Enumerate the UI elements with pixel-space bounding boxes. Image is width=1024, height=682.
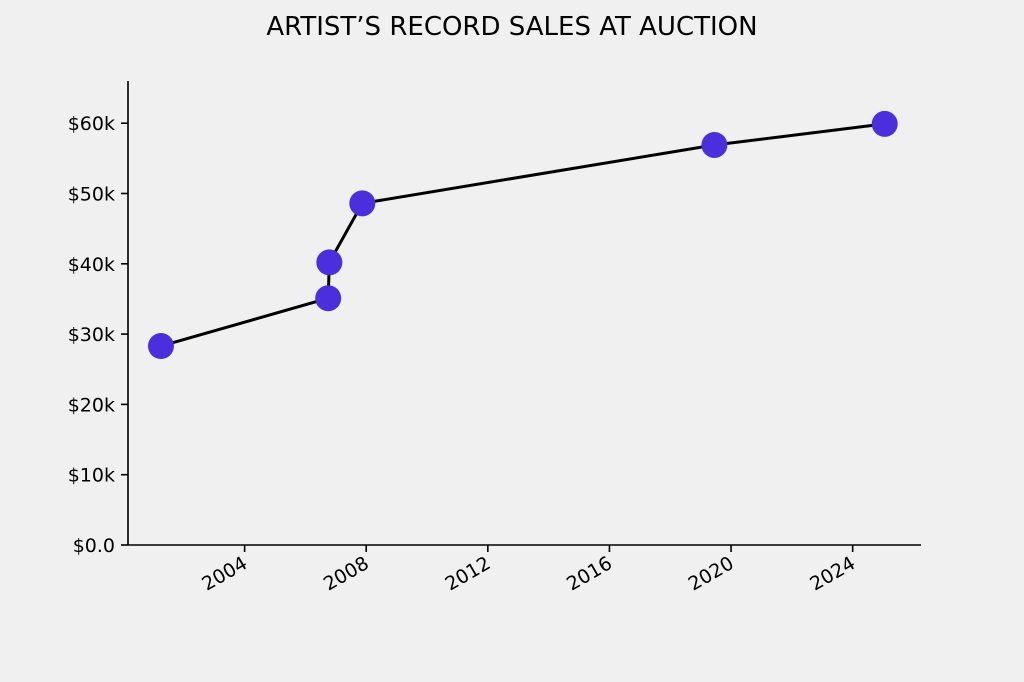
series-line bbox=[160, 122, 885, 348]
x-tick-label: 2016 bbox=[563, 552, 616, 595]
x-tick-label: 2024 bbox=[806, 552, 859, 595]
y-tick-label: $40k bbox=[68, 254, 115, 276]
data-point bbox=[871, 110, 898, 137]
y-tick-label: $20k bbox=[68, 394, 115, 416]
x-tick-label: 2004 bbox=[198, 552, 251, 595]
data-point bbox=[349, 190, 376, 217]
y-axis-ticks: $0.0 $10k $20k $30k $40k $50k $60k bbox=[68, 113, 128, 557]
data-point bbox=[316, 249, 343, 276]
y-tick-label: $0.0 bbox=[73, 535, 115, 557]
x-axis-ticks: 2004 2008 2012 2016 2020 2024 bbox=[198, 545, 859, 596]
series-group bbox=[147, 110, 898, 360]
x-tick-label: 2020 bbox=[685, 552, 738, 595]
data-point bbox=[147, 333, 174, 360]
y-tick-label: $10k bbox=[68, 465, 115, 487]
axes bbox=[127, 81, 921, 546]
y-tick-label: $30k bbox=[68, 324, 115, 346]
data-point bbox=[701, 131, 728, 158]
x-tick-label: 2012 bbox=[441, 552, 494, 595]
y-tick-label: $60k bbox=[68, 113, 115, 135]
x-tick-label: 2008 bbox=[320, 552, 373, 595]
y-tick-label: $50k bbox=[68, 183, 115, 205]
chart-title: ARTIST’S RECORD SALES AT AUCTION bbox=[266, 12, 757, 42]
data-point bbox=[315, 285, 342, 312]
